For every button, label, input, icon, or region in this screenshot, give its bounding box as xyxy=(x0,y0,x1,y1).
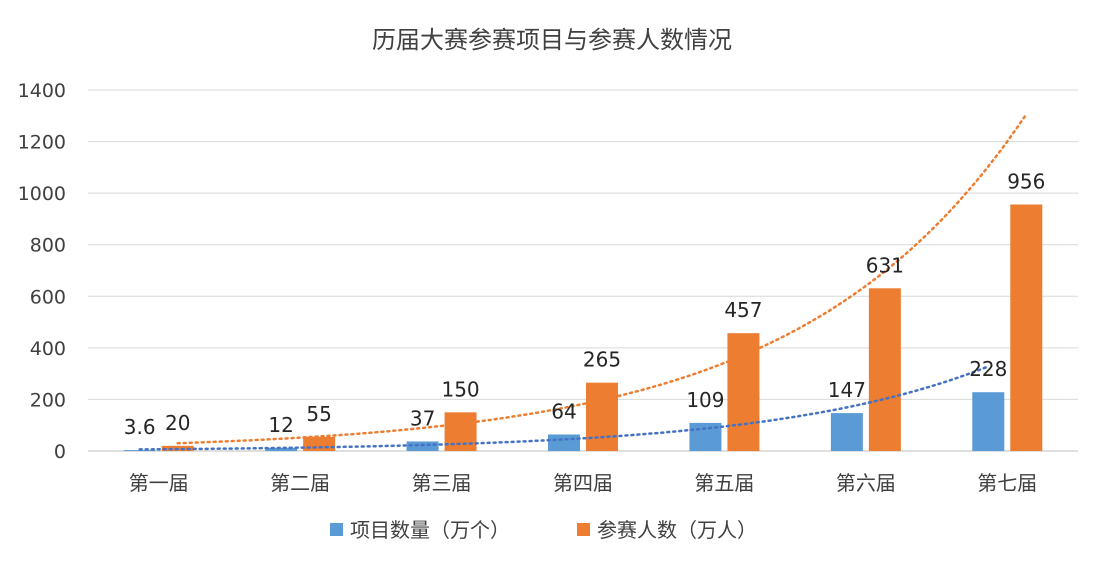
bar-participants xyxy=(586,382,618,451)
data-label-project-count: 228 xyxy=(969,357,1007,381)
legend-swatch xyxy=(330,523,343,536)
data-label-participants: 20 xyxy=(165,411,190,435)
trendline xyxy=(138,365,990,451)
bars xyxy=(123,204,1043,451)
y-tick-label: 600 xyxy=(30,286,66,308)
y-tick-label: 200 xyxy=(30,389,66,411)
legend-swatch xyxy=(577,523,590,536)
data-label-participants: 265 xyxy=(583,348,621,372)
data-label-participants: 631 xyxy=(866,253,904,277)
chart-title: 历届大赛参赛项目与参赛人数情况 xyxy=(372,26,732,54)
x-category-label: 第五届 xyxy=(694,471,754,495)
bar-project-count xyxy=(265,447,298,451)
bar-project-count xyxy=(972,392,1005,451)
x-axis-categories: 第一届 第二届 第三届 第四届 第五届 第六届 第七届 xyxy=(129,471,1038,495)
legend: 项目数量（万个） 参赛人数（万人） xyxy=(330,518,757,542)
legend-label: 参赛人数（万人） xyxy=(597,518,757,542)
x-category-label: 第六届 xyxy=(836,471,896,495)
trendline xyxy=(176,112,1028,445)
data-label-project-count: 109 xyxy=(686,388,724,412)
x-category-label: 第二届 xyxy=(270,471,330,495)
y-tick-label: 1200 xyxy=(18,132,66,154)
bar-project-count xyxy=(548,434,580,451)
y-tick-label: 0 xyxy=(54,441,66,463)
x-category-label: 第四届 xyxy=(553,471,613,495)
gridlines xyxy=(88,89,1078,452)
y-axis-ticks: 0 200 400 600 800 1000 1200 1400 xyxy=(18,80,66,463)
data-label-project-count: 64 xyxy=(551,399,576,423)
data-label-project-count: 37 xyxy=(410,406,435,430)
trendlines xyxy=(138,112,1028,451)
x-category-label: 第三届 xyxy=(412,471,472,495)
data-label-project-count: 3.6 xyxy=(124,415,156,439)
x-category-label: 第七届 xyxy=(977,471,1037,495)
bar-participants xyxy=(1010,204,1043,451)
bar-participants xyxy=(303,436,336,451)
bar-participants xyxy=(868,288,901,451)
y-tick-label: 400 xyxy=(30,338,66,360)
data-label-project-count: 12 xyxy=(268,413,293,437)
y-tick-label: 1000 xyxy=(18,183,66,205)
data-label-participants: 956 xyxy=(1007,169,1045,193)
bar-participants xyxy=(444,412,477,451)
data-label-participants: 150 xyxy=(441,377,479,401)
x-category-label: 第一届 xyxy=(129,471,189,495)
bar-project-count xyxy=(830,413,863,451)
bar-participants xyxy=(727,333,760,451)
data-label-participants: 55 xyxy=(306,402,331,426)
legend-label: 项目数量（万个） xyxy=(350,518,510,542)
y-tick-label: 800 xyxy=(30,235,66,257)
data-label-participants: 457 xyxy=(724,298,762,322)
y-tick-label: 1400 xyxy=(18,80,66,102)
data-label-project-count: 147 xyxy=(828,378,866,402)
